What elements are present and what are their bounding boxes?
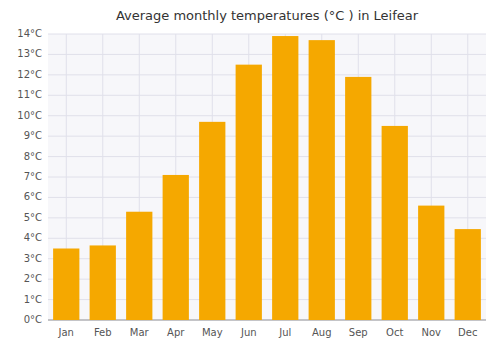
y-tick-label: 10°C (17, 110, 42, 121)
bar (126, 212, 152, 320)
y-grid-line (48, 177, 486, 178)
x-tick-label: Jun (240, 327, 257, 338)
x-tick-label: Mar (130, 327, 150, 338)
bar (272, 36, 298, 320)
y-tick-label: 12°C (17, 69, 42, 80)
y-tick-label: 4°C (24, 232, 42, 243)
y-tick-label: 6°C (24, 191, 42, 202)
chart-container: 0°C 1°C 2°C 3°C 4°C 5°C 6°C 7°C 8°C 9°C 10°C 11°C 12… (0, 0, 500, 350)
bars (53, 36, 481, 320)
x-tick-label: Sep (349, 327, 368, 338)
y-grid-line (48, 115, 486, 116)
y-tick-label: 1°C (24, 294, 42, 305)
bar (455, 229, 481, 320)
y-tick-label: 11°C (17, 89, 42, 100)
y-grid-line (48, 95, 486, 96)
chart-title: Average monthly temperatures (°C ) in Le… (116, 8, 419, 23)
y-tick-label: 8°C (24, 151, 42, 162)
bar (382, 126, 408, 320)
bar (199, 122, 225, 320)
x-tick-label: Dec (458, 327, 477, 338)
y-tick-label: 7°C (24, 171, 42, 182)
y-grid-line (48, 34, 486, 35)
x-tick-label: Jan (58, 327, 74, 338)
x-tick-label: Nov (421, 327, 441, 338)
bar (309, 40, 335, 320)
x-tick-label: Feb (94, 327, 112, 338)
bar (163, 175, 189, 320)
bar (90, 245, 116, 320)
plot-background (48, 34, 486, 320)
bar (345, 77, 371, 320)
y-tick-label: 3°C (24, 253, 42, 264)
chart-svg: 0°C 1°C 2°C 3°C 4°C 5°C 6°C 7°C 8°C 9°C 10°C 11°C 12… (0, 0, 500, 350)
y-tick-label: 14°C (17, 28, 42, 39)
y-grid-line (48, 54, 486, 55)
y-tick-label: 9°C (24, 130, 42, 141)
y-grid-line (48, 156, 486, 157)
bar (53, 249, 79, 321)
y-grid-line (48, 136, 486, 137)
x-tick-label: Jul (278, 327, 291, 338)
y-grid-line (48, 74, 486, 75)
y-grid-line (48, 197, 486, 198)
x-tick-label: Oct (386, 327, 403, 338)
x-tick-label: Aug (312, 327, 332, 338)
x-tick-label: Apr (167, 327, 185, 338)
y-tick-label: 2°C (24, 273, 42, 284)
grid (48, 34, 486, 320)
y-tick-label: 13°C (17, 48, 42, 59)
bar (236, 65, 262, 320)
bar (418, 206, 444, 320)
y-tick-label: 0°C (24, 314, 42, 325)
y-tick-label: 5°C (24, 212, 42, 223)
axes: 0°C 1°C 2°C 3°C 4°C 5°C 6°C 7°C 8°C 9°C 10°C 11°C 12… (17, 28, 486, 338)
x-tick-label: May (202, 327, 223, 338)
